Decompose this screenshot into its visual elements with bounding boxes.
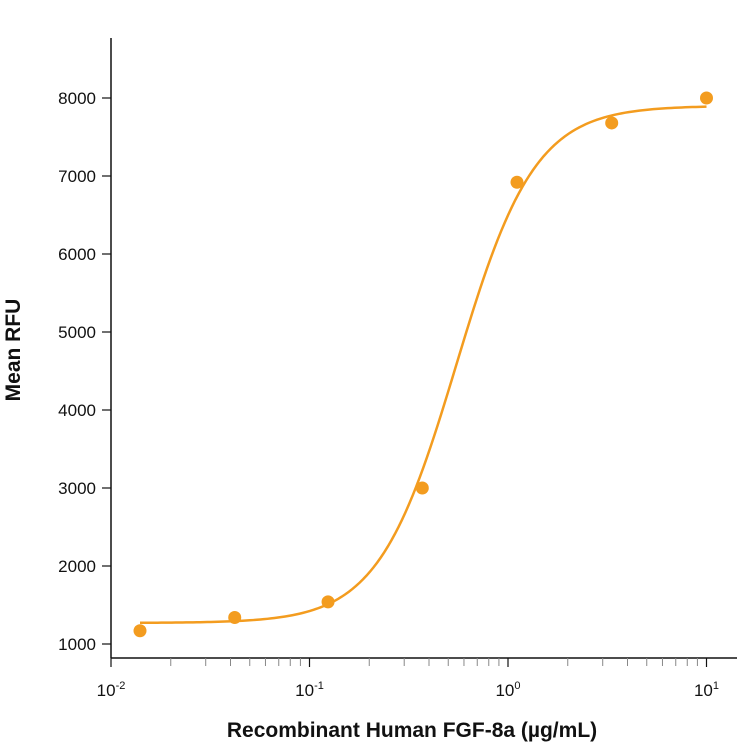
data-point xyxy=(228,610,242,624)
fit-curve xyxy=(140,105,707,625)
y-tick-label: 6000 xyxy=(58,245,96,264)
data-point xyxy=(700,91,713,105)
data-points xyxy=(133,91,713,638)
y-tick-label: 2000 xyxy=(58,557,96,576)
x-axis-ticks: 10-2 10-1 100 101 xyxy=(97,658,719,700)
x-tick-label: 100 xyxy=(495,680,520,700)
y-tick-label: 7000 xyxy=(58,167,96,186)
x-axis-title: Recombinant Human FGF-8a (µg/mL) xyxy=(227,719,597,742)
y-tick-label: 5000 xyxy=(58,323,96,342)
y-axis-title: Mean RFU xyxy=(2,299,25,402)
y-tick-label: 1000 xyxy=(58,635,96,654)
axes xyxy=(110,38,737,659)
y-axis-ticks: 1000 2000 3000 4000 5000 6000 7000 8000 xyxy=(58,89,111,654)
data-point xyxy=(415,481,429,495)
y-tick-label: 8000 xyxy=(58,89,96,108)
x-tick-label: 10-2 xyxy=(97,680,126,700)
y-tick-label: 4000 xyxy=(58,401,96,420)
data-point xyxy=(605,116,619,130)
x-tick-label: 10-1 xyxy=(295,680,324,700)
data-point xyxy=(510,175,524,189)
data-point xyxy=(133,624,147,638)
data-point xyxy=(321,595,335,609)
x-tick-label: 101 xyxy=(694,680,719,700)
y-tick-label: 3000 xyxy=(58,479,96,498)
